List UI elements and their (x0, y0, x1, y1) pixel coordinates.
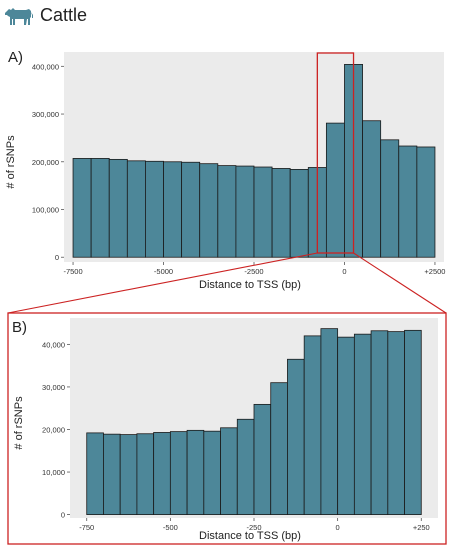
bar (103, 433, 121, 515)
bar (217, 165, 237, 258)
bar (153, 432, 171, 515)
y-tick-label: 0 (61, 511, 65, 520)
panel-a-x-axis-label: Distance to TSS (bp) (199, 279, 301, 291)
panel-b-label: B) (12, 319, 27, 336)
panel-a-y-ticks: 0 100,000 200,000 300,000 400,000 (32, 62, 64, 262)
x-tick-label: -7500 (63, 267, 82, 276)
x-tick-label: -2500 (244, 267, 263, 276)
bar (236, 418, 255, 515)
x-tick-label: -500 (163, 523, 178, 532)
x-tick-label: +2500 (424, 267, 445, 276)
bar (387, 331, 405, 515)
bar (398, 145, 418, 258)
bar (404, 329, 422, 515)
panel-b-bars (86, 328, 422, 515)
bar (126, 160, 146, 258)
panel-b-y-axis-label: # of rSNPs (13, 396, 25, 450)
bar (253, 166, 273, 258)
panel-b-x-ticks: -750 -500 -250 0 +250 (79, 518, 430, 532)
x-tick-label: 0 (336, 523, 340, 532)
page-title: Cattle (40, 4, 88, 25)
bar (86, 432, 104, 515)
y-tick-label: 40,000 (42, 340, 65, 349)
bar (271, 168, 291, 258)
panel-b-frame (7, 312, 447, 545)
bar (320, 328, 339, 515)
bar (235, 165, 255, 258)
x-tick-label: +250 (413, 523, 430, 532)
bar (186, 429, 205, 515)
bar (136, 433, 155, 515)
bar (119, 434, 138, 515)
bar (220, 427, 238, 515)
panel-a-chart: A) 0 100,000 200,000 300,000 400,000 -7500 -5… (5, 49, 445, 291)
y-tick-label: 0 (55, 253, 59, 262)
panel-a-label: A) (8, 49, 23, 66)
bar (169, 431, 188, 515)
y-tick-label: 20,000 (42, 425, 65, 434)
y-tick-label: 30,000 (42, 383, 65, 392)
cow-icon (5, 8, 33, 25)
bar (203, 430, 221, 515)
bar (303, 335, 322, 515)
y-tick-label: 100,000 (32, 206, 59, 215)
header: Cattle (4, 2, 87, 28)
zoom-connector-left (7, 252, 318, 314)
x-tick-label: 0 (342, 267, 346, 276)
bar (72, 158, 92, 258)
panel-b-chart: B) 0 10,000 20,000 30,000 40,000 -750 -500 -25… (12, 318, 438, 542)
panel-b-x-axis-label: Distance to TSS (bp) (199, 530, 301, 542)
bar (370, 330, 389, 515)
y-tick-label: 400,000 (32, 62, 59, 71)
y-tick-label: 300,000 (32, 110, 59, 119)
bar (181, 161, 201, 258)
bar (199, 163, 219, 258)
x-tick-label: -250 (246, 523, 261, 532)
x-tick-label: -750 (79, 523, 94, 532)
panel-a-bars (72, 64, 436, 258)
bar (145, 160, 164, 258)
bar (287, 358, 305, 515)
bar (163, 161, 183, 258)
x-tick-label: -5000 (154, 267, 173, 276)
y-tick-label: 200,000 (32, 158, 59, 167)
bar (337, 336, 355, 515)
bar (362, 120, 382, 258)
bar (416, 146, 436, 258)
zoom-highlight-box (316, 52, 355, 254)
bar (108, 158, 128, 258)
bar (353, 333, 372, 515)
bar (380, 139, 400, 258)
panel-a-x-ticks: -7500 -5000 -2500 0 +2500 (63, 262, 445, 276)
zoom-connector-right (353, 252, 447, 314)
bar (325, 122, 345, 258)
y-tick-label: 10,000 (42, 468, 65, 477)
bar (270, 382, 288, 515)
bar (253, 403, 272, 515)
bar (289, 169, 309, 258)
panel-a-y-axis-label: # of rSNPs (5, 135, 17, 189)
panel-b-y-ticks: 0 10,000 20,000 30,000 40,000 (42, 340, 70, 520)
bar (90, 158, 110, 258)
